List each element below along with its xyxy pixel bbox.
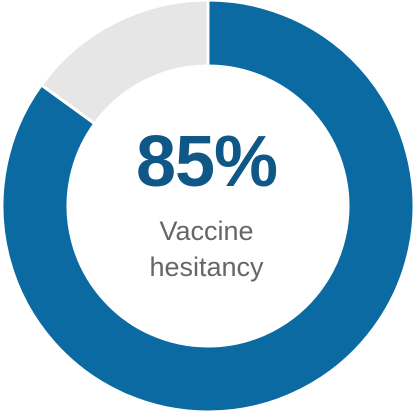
center-value: 85% — [135, 122, 278, 202]
center-label-line-1: Vaccine — [159, 216, 254, 246]
slice-remainder — [39, 0, 210, 126]
center-label-line-2: hesitancy — [149, 252, 264, 282]
